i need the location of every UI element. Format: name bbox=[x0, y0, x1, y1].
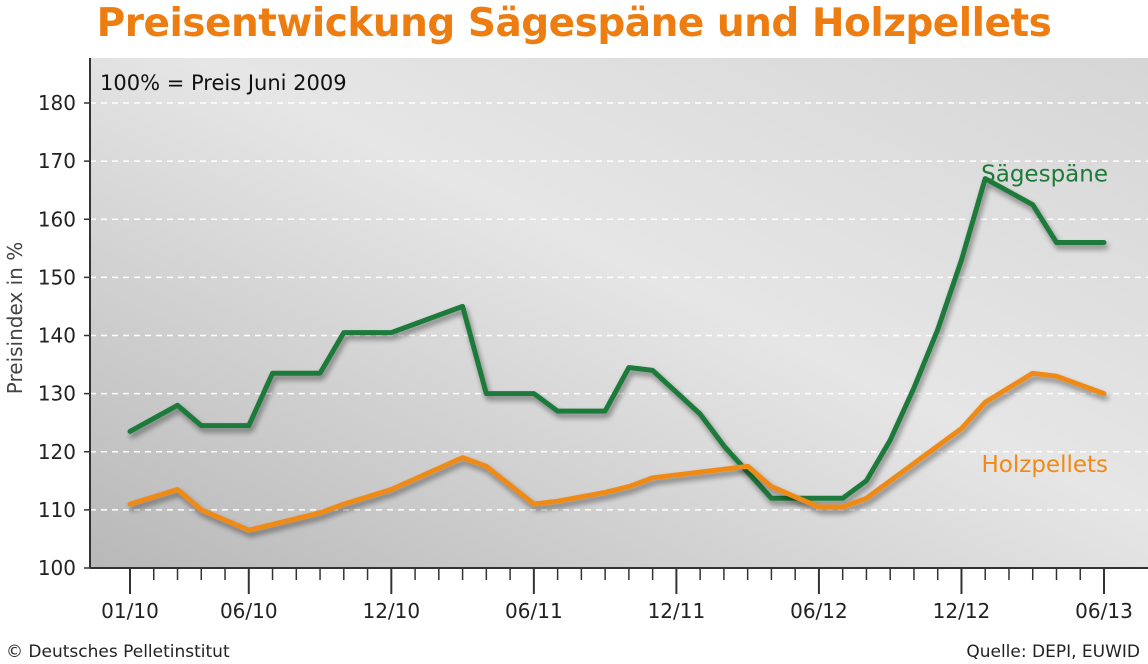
base-note: 100% = Preis Juni 2009 bbox=[100, 71, 347, 95]
x-tick-label: 06/10 bbox=[220, 599, 278, 623]
x-tick-label: 06/13 bbox=[1075, 599, 1133, 623]
y-tick-label: 170 bbox=[38, 149, 76, 173]
series-label: Sägespäne bbox=[981, 161, 1108, 187]
series-label: Holzpellets bbox=[981, 452, 1108, 478]
y-tick-label: 100 bbox=[38, 556, 76, 580]
axes: 100 110 120 130 140 150 160 170 180 01/10 06/10 12/… bbox=[3, 58, 1148, 623]
y-axis-label: Preisindex in % bbox=[3, 242, 27, 394]
y-tick-label: 180 bbox=[38, 91, 76, 115]
x-tick-label: 12/10 bbox=[362, 599, 420, 623]
labels: 100% = Preis Juni 2009 Sägespäne Holzpelle… bbox=[100, 71, 1108, 478]
y-tick-label: 160 bbox=[38, 207, 76, 231]
y-tick-label: 130 bbox=[38, 382, 76, 406]
grid bbox=[90, 102, 1148, 511]
x-tick-label: 12/12 bbox=[933, 599, 991, 623]
series bbox=[127, 176, 1107, 533]
plot-background bbox=[90, 58, 1148, 568]
series-line bbox=[127, 176, 1107, 501]
source-note: Quelle: DEPI, EUWID bbox=[966, 642, 1140, 662]
copyright-note: © Deutsches Pelletinstitut bbox=[6, 642, 230, 662]
x-tick-label: 01/10 bbox=[101, 599, 159, 623]
x-tick-label: 06/11 bbox=[505, 599, 563, 623]
series-line bbox=[127, 370, 1107, 533]
y-tick-label: 120 bbox=[38, 440, 76, 464]
chart-title: Preisentwickung Sägespäne und Holzpellet… bbox=[96, 1, 1052, 46]
y-tick-label: 110 bbox=[38, 498, 76, 522]
x-tick-label: 06/12 bbox=[790, 599, 848, 623]
x-tick-label: 12/11 bbox=[648, 599, 706, 623]
y-tick-label: 140 bbox=[38, 324, 76, 348]
y-tick-label: 150 bbox=[38, 265, 76, 289]
